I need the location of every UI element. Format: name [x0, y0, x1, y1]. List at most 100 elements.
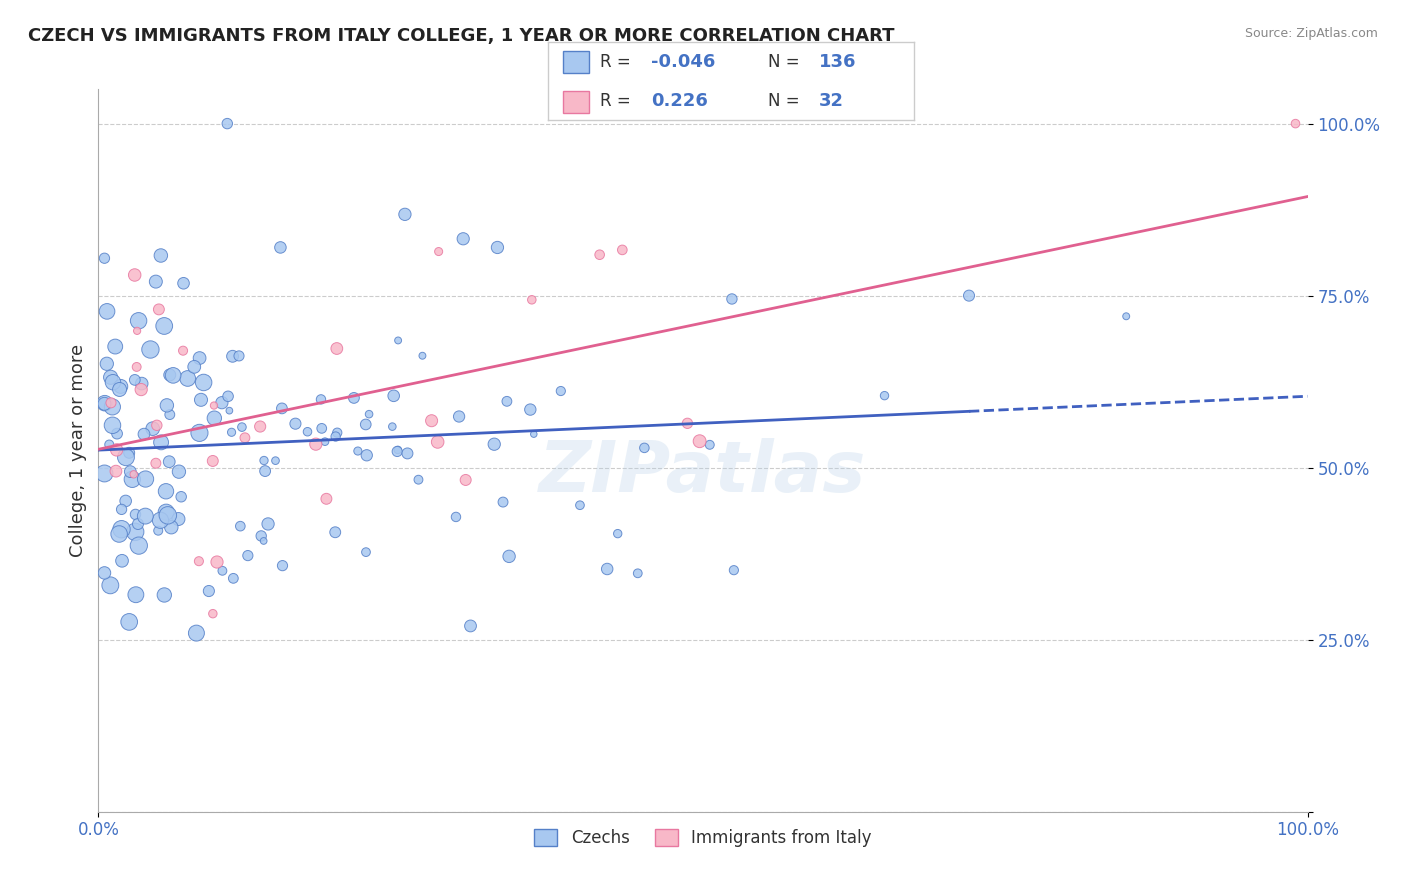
Point: [451, 232, 474, 246]
Point: [357, 407, 380, 421]
Point: [170, 490, 193, 504]
Point: [111, 554, 134, 568]
Point: [217, 389, 239, 403]
Point: [520, 293, 543, 307]
Point: [125, 588, 148, 602]
Point: [105, 442, 128, 457]
Text: Source: ZipAtlas.com: Source: ZipAtlas.com: [1244, 27, 1378, 40]
Point: [159, 368, 181, 382]
Point: [873, 389, 896, 403]
Point: [627, 566, 650, 581]
Point: [132, 427, 155, 442]
Point: [101, 400, 124, 414]
Point: [98, 437, 121, 451]
Point: [120, 465, 142, 479]
Point: [957, 288, 980, 302]
Point: [155, 484, 177, 499]
Point: [110, 379, 132, 393]
Point: [354, 545, 377, 559]
Point: [149, 513, 172, 527]
Point: [253, 453, 276, 467]
Point: [233, 431, 256, 445]
Point: [100, 370, 122, 384]
Point: [100, 396, 122, 410]
Point: [135, 472, 157, 486]
Point: [101, 375, 124, 389]
Point: [96, 357, 118, 371]
Point: [145, 275, 167, 289]
Point: [104, 464, 127, 478]
Text: ZIPatlas: ZIPatlas: [540, 438, 866, 507]
FancyBboxPatch shape: [562, 91, 589, 112]
Point: [167, 465, 190, 479]
Point: [186, 626, 208, 640]
Point: [149, 248, 172, 262]
Text: R =: R =: [599, 92, 636, 110]
Point: [188, 425, 211, 440]
Point: [198, 584, 221, 599]
Point: [612, 243, 634, 257]
Point: [118, 446, 141, 460]
Point: [201, 607, 224, 621]
Point: [326, 425, 349, 440]
Point: [221, 425, 243, 440]
Point: [606, 526, 628, 541]
Point: [128, 314, 150, 328]
Point: [519, 402, 541, 417]
Point: [284, 417, 307, 431]
Point: [183, 359, 205, 374]
Point: [498, 549, 520, 564]
Point: [326, 342, 349, 356]
Point: [176, 371, 198, 385]
Point: [217, 117, 239, 131]
Point: [394, 207, 416, 221]
Point: [127, 324, 149, 338]
Point: [314, 434, 336, 449]
Point: [231, 420, 253, 434]
Point: [167, 512, 190, 526]
Point: [354, 417, 377, 432]
Text: 136: 136: [818, 54, 856, 71]
Point: [153, 318, 176, 333]
Point: [408, 473, 430, 487]
Point: [454, 473, 477, 487]
Point: [411, 349, 433, 363]
Point: [723, 563, 745, 577]
Point: [121, 472, 143, 486]
Point: [124, 524, 146, 539]
Point: [236, 549, 259, 563]
Point: [343, 391, 366, 405]
Point: [193, 376, 215, 390]
Point: [550, 384, 572, 398]
Point: [492, 495, 515, 509]
Point: [271, 558, 294, 573]
Point: [124, 508, 146, 522]
Point: [633, 441, 655, 455]
Point: [128, 539, 150, 553]
Point: [159, 408, 181, 422]
Point: [721, 292, 744, 306]
Point: [139, 343, 162, 357]
Point: [131, 376, 153, 391]
Point: [156, 398, 179, 412]
Point: [699, 438, 721, 452]
Point: [118, 615, 141, 629]
Point: [311, 421, 333, 435]
Point: [202, 411, 225, 425]
Point: [253, 533, 276, 548]
Point: [211, 564, 233, 578]
Text: 0.226: 0.226: [651, 92, 707, 110]
Point: [444, 510, 467, 524]
Y-axis label: College, 1 year or more: College, 1 year or more: [69, 344, 87, 557]
Point: [108, 527, 131, 541]
Text: R =: R =: [599, 54, 636, 71]
Point: [157, 455, 180, 469]
Point: [264, 453, 287, 467]
Point: [93, 397, 115, 411]
FancyBboxPatch shape: [562, 52, 589, 73]
Point: [94, 396, 117, 410]
Point: [228, 349, 250, 363]
Point: [188, 351, 211, 365]
Point: [387, 334, 409, 348]
Point: [460, 619, 482, 633]
